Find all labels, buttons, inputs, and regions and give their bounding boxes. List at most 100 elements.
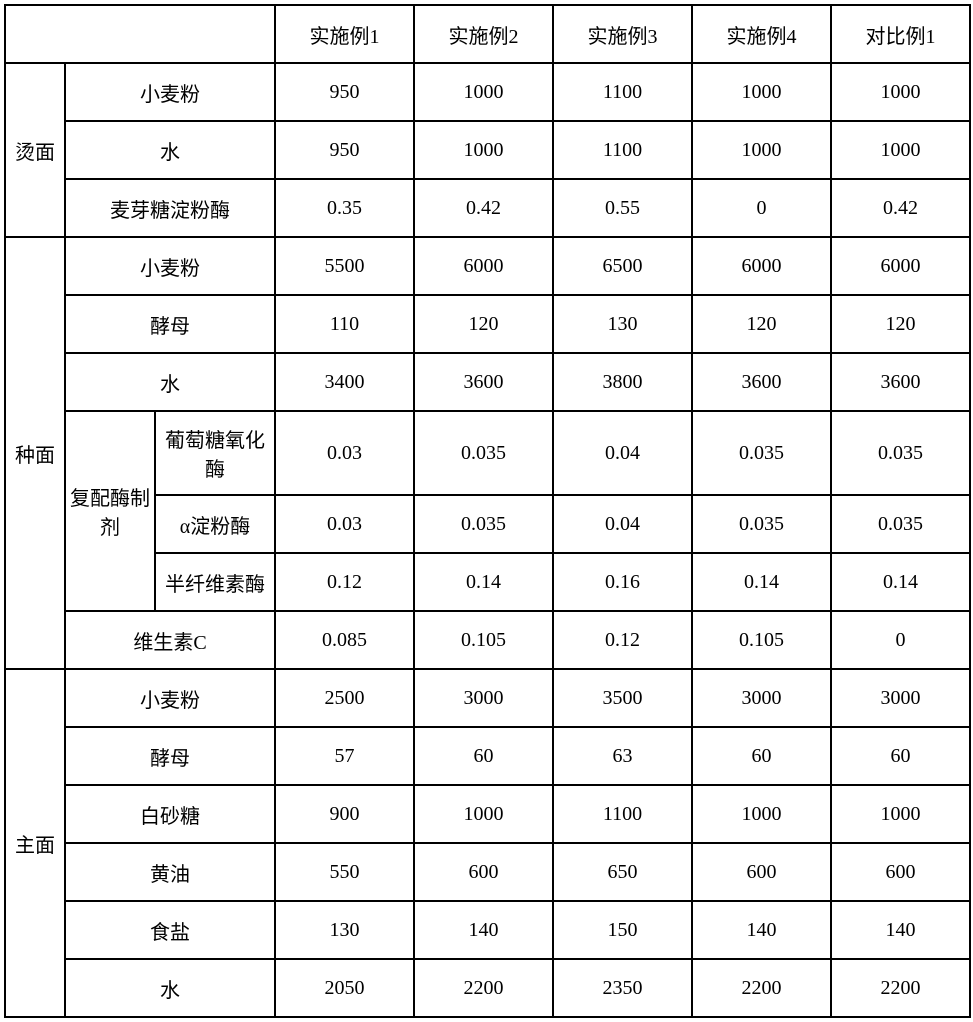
data-cell: 1000 bbox=[831, 63, 970, 121]
data-cell: 140 bbox=[831, 901, 970, 959]
data-cell: 2200 bbox=[831, 959, 970, 1017]
data-cell: 57 bbox=[275, 727, 414, 785]
row-label: 水 bbox=[65, 353, 275, 411]
row-label: 白砂糖 bbox=[65, 785, 275, 843]
table-row: 复配酶制剂 葡萄糖氧化酶 0.03 0.035 0.04 0.035 0.035 bbox=[5, 411, 970, 495]
data-cell: 0.12 bbox=[275, 553, 414, 611]
data-table: 实施例1 实施例2 实施例3 实施例4 对比例1 烫面 小麦粉 950 1000… bbox=[4, 4, 971, 1018]
data-cell: 0.14 bbox=[831, 553, 970, 611]
section-label: 烫面 bbox=[5, 63, 65, 237]
data-cell: 1000 bbox=[692, 63, 831, 121]
column-header: 实施例1 bbox=[275, 5, 414, 63]
data-cell: 600 bbox=[414, 843, 553, 901]
row-label: 酵母 bbox=[65, 727, 275, 785]
data-cell: 6000 bbox=[414, 237, 553, 295]
data-cell: 900 bbox=[275, 785, 414, 843]
data-cell: 60 bbox=[831, 727, 970, 785]
data-cell: 1100 bbox=[553, 63, 692, 121]
column-header: 实施例3 bbox=[553, 5, 692, 63]
data-cell: 0.035 bbox=[692, 495, 831, 553]
data-cell: 2500 bbox=[275, 669, 414, 727]
row-label: 水 bbox=[65, 959, 275, 1017]
data-cell: 1000 bbox=[414, 63, 553, 121]
column-header: 实施例4 bbox=[692, 5, 831, 63]
data-cell: 0.35 bbox=[275, 179, 414, 237]
section-label: 主面 bbox=[5, 669, 65, 1017]
data-cell: 120 bbox=[692, 295, 831, 353]
row-label: 葡萄糖氧化酶 bbox=[155, 411, 275, 495]
data-cell: 550 bbox=[275, 843, 414, 901]
table-row: 白砂糖 900 1000 1100 1000 1000 bbox=[5, 785, 970, 843]
table-row: 种面 小麦粉 5500 6000 6500 6000 6000 bbox=[5, 237, 970, 295]
data-cell: 1000 bbox=[692, 785, 831, 843]
data-cell: 3500 bbox=[553, 669, 692, 727]
data-cell: 0.105 bbox=[692, 611, 831, 669]
table-header-row: 实施例1 实施例2 实施例3 实施例4 对比例1 bbox=[5, 5, 970, 63]
table-row: 酵母 57 60 63 60 60 bbox=[5, 727, 970, 785]
data-cell: 0.035 bbox=[692, 411, 831, 495]
row-label: 水 bbox=[65, 121, 275, 179]
data-cell: 0 bbox=[692, 179, 831, 237]
data-cell: 0.03 bbox=[275, 495, 414, 553]
data-cell: 3000 bbox=[692, 669, 831, 727]
table-row: 水 3400 3600 3800 3600 3600 bbox=[5, 353, 970, 411]
data-cell: 6000 bbox=[831, 237, 970, 295]
data-cell: 3000 bbox=[414, 669, 553, 727]
row-label: 小麦粉 bbox=[65, 63, 275, 121]
row-label: 酵母 bbox=[65, 295, 275, 353]
row-label: 黄油 bbox=[65, 843, 275, 901]
data-cell: 2050 bbox=[275, 959, 414, 1017]
data-cell: 950 bbox=[275, 121, 414, 179]
row-label: 半纤维素酶 bbox=[155, 553, 275, 611]
table-row: 酵母 110 120 130 120 120 bbox=[5, 295, 970, 353]
data-cell: 650 bbox=[553, 843, 692, 901]
data-cell: 3000 bbox=[831, 669, 970, 727]
data-cell: 140 bbox=[414, 901, 553, 959]
data-cell: 5500 bbox=[275, 237, 414, 295]
data-cell: 1000 bbox=[414, 121, 553, 179]
header-blank bbox=[5, 5, 275, 63]
column-header: 对比例1 bbox=[831, 5, 970, 63]
table-row: 麦芽糖淀粉酶 0.35 0.42 0.55 0 0.42 bbox=[5, 179, 970, 237]
data-cell: 60 bbox=[414, 727, 553, 785]
row-label: 维生素C bbox=[65, 611, 275, 669]
data-cell: 150 bbox=[553, 901, 692, 959]
row-label: 麦芽糖淀粉酶 bbox=[65, 179, 275, 237]
data-cell: 0.12 bbox=[553, 611, 692, 669]
data-cell: 1100 bbox=[553, 121, 692, 179]
data-cell: 2200 bbox=[692, 959, 831, 1017]
table-row: 黄油 550 600 650 600 600 bbox=[5, 843, 970, 901]
data-cell: 120 bbox=[414, 295, 553, 353]
table-row: 水 2050 2200 2350 2200 2200 bbox=[5, 959, 970, 1017]
row-label: 小麦粉 bbox=[65, 237, 275, 295]
data-cell: 130 bbox=[553, 295, 692, 353]
data-cell: 130 bbox=[275, 901, 414, 959]
data-cell: 0.42 bbox=[831, 179, 970, 237]
data-cell: 120 bbox=[831, 295, 970, 353]
data-cell: 6500 bbox=[553, 237, 692, 295]
data-cell: 0.14 bbox=[692, 553, 831, 611]
group-label: 复配酶制剂 bbox=[65, 411, 155, 611]
data-cell: 0.42 bbox=[414, 179, 553, 237]
data-cell: 0.035 bbox=[831, 411, 970, 495]
data-cell: 0 bbox=[831, 611, 970, 669]
data-cell: 2200 bbox=[414, 959, 553, 1017]
data-cell: 0.55 bbox=[553, 179, 692, 237]
table-row: 主面 小麦粉 2500 3000 3500 3000 3000 bbox=[5, 669, 970, 727]
data-cell: 1100 bbox=[553, 785, 692, 843]
data-cell: 950 bbox=[275, 63, 414, 121]
table-row: 水 950 1000 1100 1000 1000 bbox=[5, 121, 970, 179]
column-header: 实施例2 bbox=[414, 5, 553, 63]
data-cell: 0.03 bbox=[275, 411, 414, 495]
data-cell: 0.16 bbox=[553, 553, 692, 611]
row-label: 食盐 bbox=[65, 901, 275, 959]
data-cell: 3600 bbox=[692, 353, 831, 411]
data-cell: 60 bbox=[692, 727, 831, 785]
table-row: 维生素C 0.085 0.105 0.12 0.105 0 bbox=[5, 611, 970, 669]
data-cell: 3600 bbox=[831, 353, 970, 411]
data-cell: 0.035 bbox=[831, 495, 970, 553]
data-cell: 1000 bbox=[831, 121, 970, 179]
data-cell: 0.035 bbox=[414, 495, 553, 553]
data-cell: 110 bbox=[275, 295, 414, 353]
data-cell: 6000 bbox=[692, 237, 831, 295]
